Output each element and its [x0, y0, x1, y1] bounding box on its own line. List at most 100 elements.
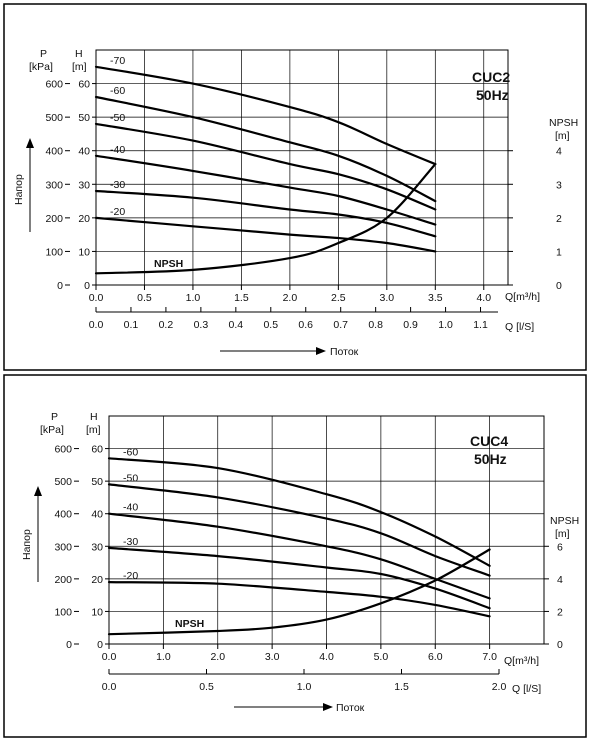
c0-q-tick-7: 3.5 — [428, 292, 443, 304]
h-axis-label-cuc4: H — [90, 411, 98, 423]
c0-q-tick-3: 1.5 — [234, 292, 249, 304]
x-axis-label-m3h-cuc2: Q[m³/h] — [505, 291, 540, 303]
c0-ls-tick-6: 0.6 — [298, 319, 313, 331]
c0-p-tick-400: 400 — [45, 146, 63, 158]
c1-npsh-tick-0: 0 — [557, 639, 563, 651]
c0-series-label-h70: -70 — [110, 55, 125, 67]
h-axis-label-cuc2: H — [75, 48, 83, 60]
c1-p-tick-600: 600 — [54, 444, 72, 456]
c0-ls-tick-8: 0.8 — [368, 319, 383, 331]
c0-p-tick-300: 300 — [45, 179, 63, 191]
c0-ls-tick-2: 0.2 — [159, 319, 174, 331]
panel-cuc2-frame — [3, 3, 587, 371]
chart-title-cuc4: CUC4 — [470, 433, 508, 449]
c0-p-tick-600: 600 — [45, 79, 63, 91]
c0-ls-tick-5: 0.5 — [263, 319, 278, 331]
c0-ls-tick-0: 0.0 — [89, 319, 104, 331]
c1-npsh-tick-4: 4 — [557, 574, 563, 586]
c1-series-line-h40 — [107, 512, 491, 600]
c0-p-tick-500: 500 — [45, 112, 63, 124]
c1-h-tick-20: 20 — [91, 574, 103, 586]
c0-series-label-npsh: NPSH — [154, 258, 183, 270]
gridlines-cuc2 — [96, 50, 508, 285]
c0-h-tick-10: 10 — [78, 246, 90, 258]
c1-npsh-tick-6: 6 — [557, 541, 563, 553]
plot-area-cuc2 — [95, 49, 509, 286]
c0-series-line-h50 — [94, 122, 437, 211]
c1-ls-tick-4: 2.0 — [492, 681, 507, 693]
c1-series-line-h20 — [107, 581, 491, 618]
c0-h-tick-30: 30 — [78, 179, 90, 191]
gridlines-cuc4 — [109, 416, 544, 644]
c0-npsh-tick-0: 0 — [556, 280, 562, 292]
c1-q-tick-0: 0.0 — [102, 651, 117, 663]
c1-q-tick-3: 3.0 — [265, 651, 280, 663]
c1-q-tick-6: 6.0 — [428, 651, 443, 663]
c0-ls-tick-4: 0.4 — [229, 319, 244, 331]
c1-series-label-h40: -40 — [123, 502, 138, 514]
c1-q-tick-2: 2.0 — [210, 651, 225, 663]
c1-ls-tick-2: 1.0 — [297, 681, 312, 693]
x-axis-label-m3h-cuc4: Q[m³/h] — [504, 655, 539, 667]
c0-npsh-tick-4: 4 — [556, 146, 562, 158]
c0-series-line-h60 — [94, 95, 437, 203]
c0-h-tick-50: 50 — [78, 112, 90, 124]
c0-h-tick-40: 40 — [78, 146, 90, 158]
c0-ls-tick-3: 0.3 — [194, 319, 209, 331]
c0-q-tick-6: 3.0 — [380, 292, 395, 304]
c0-p-tick-0: 0 — [57, 280, 63, 292]
c1-q-tick-4: 4.0 — [319, 651, 334, 663]
c1-p-tick-300: 300 — [54, 541, 72, 553]
npsh-axis-unit-cuc4: [m] — [555, 528, 570, 540]
c1-q-tick-5: 5.0 — [374, 651, 389, 663]
c0-ls-tick-10: 1.0 — [438, 319, 453, 331]
c0-series-line-h20 — [94, 216, 437, 253]
c0-q-tick-5: 2.5 — [331, 292, 346, 304]
c0-q-tick-2: 1.0 — [186, 292, 201, 304]
c0-q-tick-4: 2.0 — [283, 292, 298, 304]
c1-series-label-h50: -50 — [123, 472, 138, 484]
side-arrow-head-cuc2 — [26, 138, 34, 148]
side-arrow-head-cuc4 — [34, 486, 42, 496]
c1-h-tick-40: 40 — [91, 509, 103, 521]
c1-h-tick-0: 0 — [97, 639, 103, 651]
c1-q-tick-1: 1.0 — [156, 651, 171, 663]
c0-p-tick-200: 200 — [45, 213, 63, 225]
flow-label-cuc4: Поток — [336, 702, 365, 714]
c0-series-line-h40 — [94, 154, 437, 226]
flow-arrow-head-cuc2 — [316, 347, 326, 355]
c1-p-tick-500: 500 — [54, 476, 72, 488]
c1-h-tick-30: 30 — [91, 541, 103, 553]
side-label-cuc4: Напор — [21, 529, 33, 560]
c0-series-line-npsh — [94, 163, 437, 275]
c0-h-tick-60: 60 — [78, 79, 90, 91]
c0-npsh-tick-2: 2 — [556, 213, 562, 225]
c1-series-label-h30: -30 — [123, 536, 138, 548]
c1-series-line-h60 — [107, 457, 491, 567]
c1-h-tick-10: 10 — [91, 606, 103, 618]
chart-subtitle-cuc4: 50Hz — [474, 451, 507, 467]
c1-series-line-npsh — [107, 548, 491, 636]
c1-p-tick-100: 100 — [54, 606, 72, 618]
p-axis-label-cuc2: P — [40, 48, 47, 60]
c0-q-tick-0: 0.0 — [89, 292, 104, 304]
c0-h-tick-20: 20 — [78, 213, 90, 225]
p-axis-unit-cuc4: [kPa] — [40, 424, 64, 436]
c1-series-label-npsh: NPSH — [175, 618, 204, 630]
flow-arrow-head-cuc4 — [323, 703, 333, 711]
c1-h-tick-60: 60 — [91, 444, 103, 456]
flow-label-cuc2: Поток — [330, 346, 359, 358]
c1-series-line-h50 — [107, 483, 491, 577]
x-axis-label-ls-cuc2: Q [l/S] — [505, 321, 534, 333]
npsh-axis-label-cuc4: NPSH — [550, 515, 579, 527]
c0-p-tick-100: 100 — [45, 246, 63, 258]
c1-series-line-h30 — [107, 546, 491, 610]
c1-ls-tick-3: 1.5 — [394, 681, 409, 693]
c0-ls-tick-7: 0.7 — [333, 319, 348, 331]
panel-cuc4-frame — [3, 374, 587, 738]
c1-p-tick-400: 400 — [54, 509, 72, 521]
